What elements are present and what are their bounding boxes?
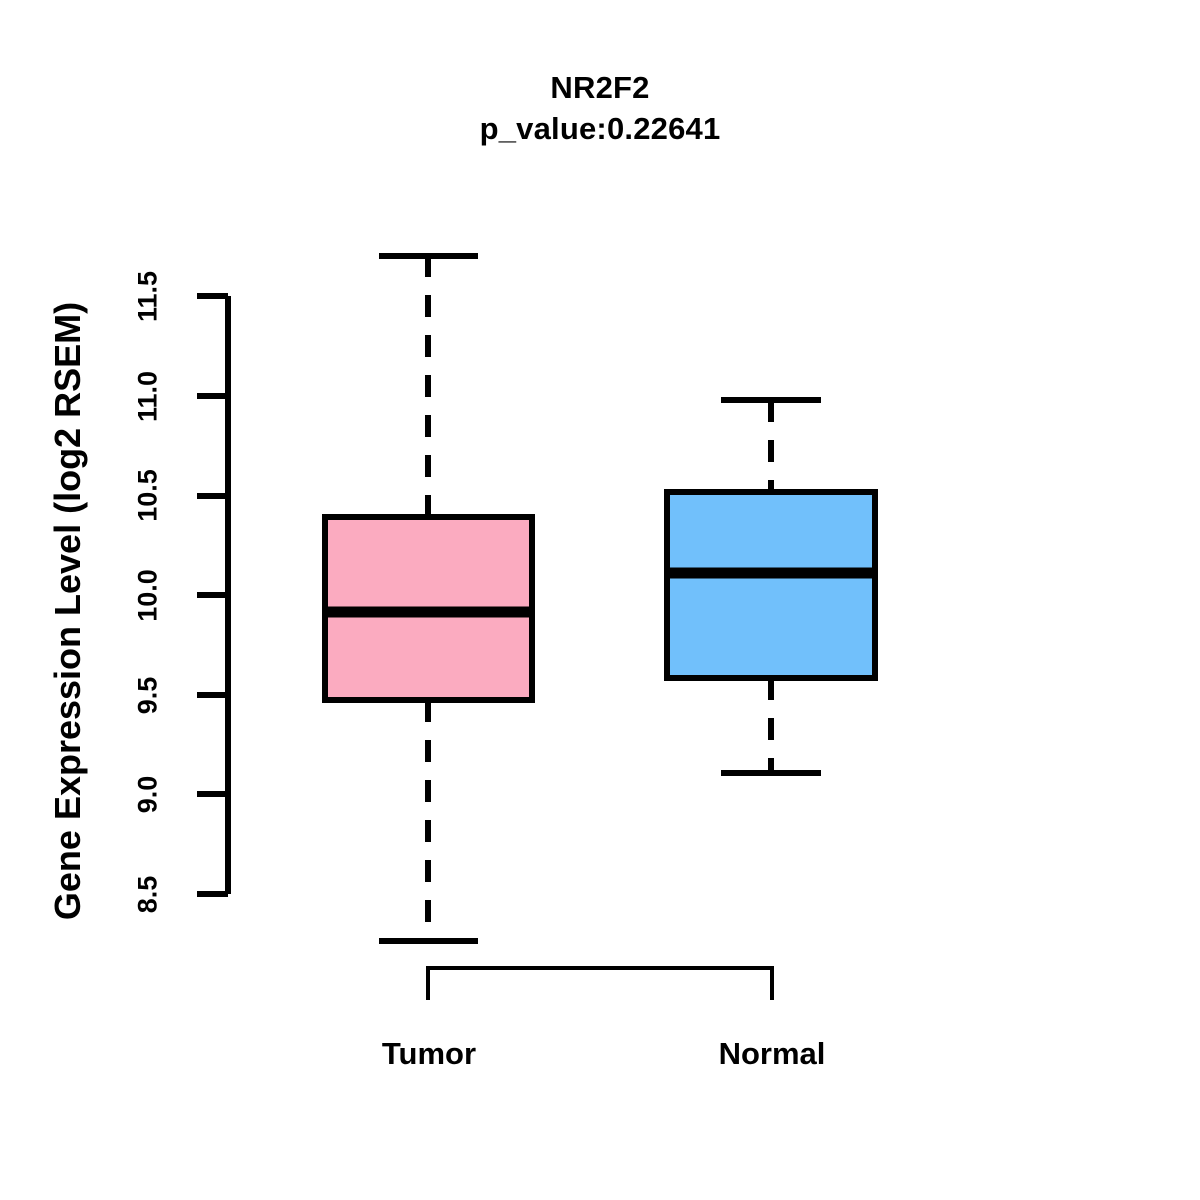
x-tick-label-normal: Normal xyxy=(718,1036,826,1071)
comparison-bracket xyxy=(426,966,774,1000)
page-title: NR2F2 xyxy=(550,70,650,105)
y-axis xyxy=(197,293,231,897)
box-normal xyxy=(664,397,878,776)
pvalue-subtitle: p_value:0.22641 xyxy=(479,111,721,146)
box-rect-normal xyxy=(664,489,878,681)
box-tumor xyxy=(322,253,535,944)
chart-title-block: NR2F2 p_value:0.22641 xyxy=(0,68,1200,150)
x-tick-label-tumor: Tumor xyxy=(381,1036,477,1071)
